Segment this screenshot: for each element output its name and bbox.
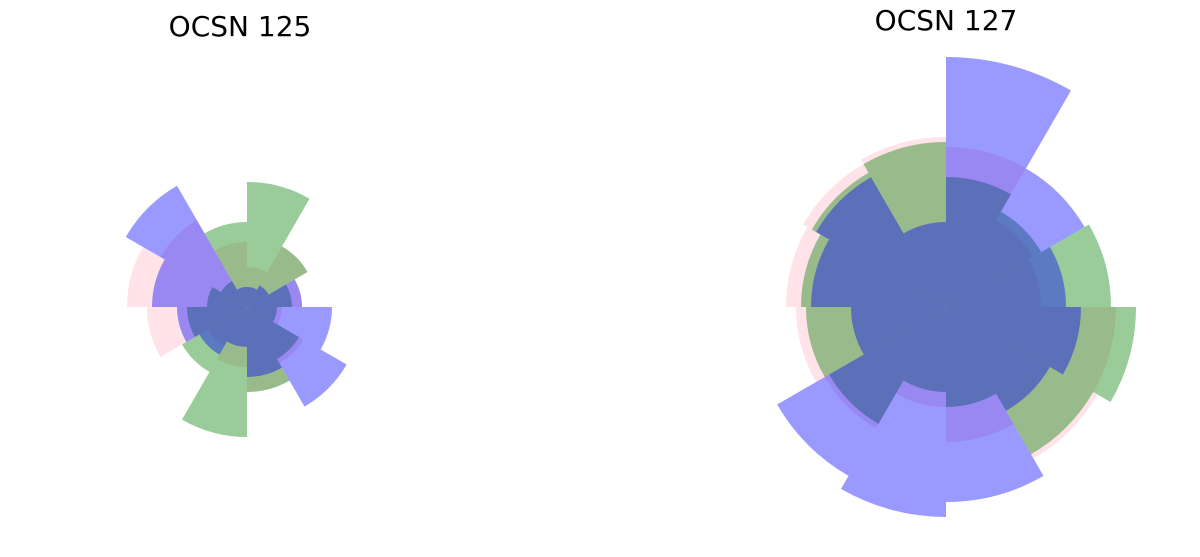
wedge-series-2-sector-11 bbox=[237, 287, 247, 307]
wedge-series-2-sector-9 bbox=[811, 239, 946, 307]
wedge-series-1-sector-10 bbox=[811, 172, 946, 307]
wedge-series-1-sector-4 bbox=[247, 307, 299, 359]
wedge-series-1-sector-1 bbox=[247, 246, 308, 307]
chart-title: OCSN 127 bbox=[875, 4, 1018, 37]
wedge-series-0-sector-8 bbox=[147, 307, 247, 357]
wedge-series-1-sector-3 bbox=[247, 307, 277, 322]
wedge-series-1-sector-2 bbox=[247, 284, 292, 307]
wedge-series-0-sector-11 bbox=[861, 137, 946, 307]
wedge-series-2-sector-4 bbox=[247, 307, 347, 407]
polar-chart-ocsn-127: OCSN 127 bbox=[777, 4, 1136, 517]
wedge-series-1-sector-0 bbox=[247, 182, 310, 307]
chart-title: OCSN 125 bbox=[169, 10, 312, 43]
wedge-series-1-sector-2 bbox=[946, 224, 1111, 307]
wedge-series-0-sector-9 bbox=[786, 227, 946, 307]
wedge-series-2-sector-0 bbox=[946, 57, 1071, 307]
wedge-series-0-sector-5 bbox=[946, 307, 1014, 442]
wedge-series-2-sector-1 bbox=[946, 168, 1085, 307]
wedge-series-2-sector-7 bbox=[199, 307, 247, 355]
wedge-series-2-sector-7 bbox=[777, 307, 946, 476]
wedge-series-0-sector-7 bbox=[208, 307, 247, 346]
wedge-series-2-sector-8 bbox=[177, 307, 247, 342]
polar-chart-ocsn-125: OCSN 125 bbox=[125, 10, 347, 437]
wedge-series-0-sector-10 bbox=[160, 220, 247, 307]
wedge-series-0-sector-10 bbox=[803, 164, 946, 307]
wedge-series-1-sector-8 bbox=[806, 307, 946, 377]
wedge-series-0-sector-6 bbox=[217, 307, 247, 367]
wedge-series-2-sector-4 bbox=[946, 307, 1050, 411]
wedge-series-2-sector-9 bbox=[152, 259, 247, 307]
wedge-series-0-sector-7 bbox=[824, 307, 946, 429]
wedge-series-0-sector-9 bbox=[127, 247, 247, 307]
wedge-series-2-sector-5 bbox=[247, 307, 282, 377]
wedge-series-0-sector-0 bbox=[247, 267, 267, 307]
wedge-series-2-sector-1 bbox=[247, 285, 269, 307]
wedge-series-1-sector-10 bbox=[221, 281, 247, 307]
wedge-series-0-sector-6 bbox=[896, 307, 946, 407]
wedge-series-1-sector-11 bbox=[204, 222, 247, 307]
wedge-series-0-sector-4 bbox=[247, 307, 304, 364]
wedge-series-1-sector-7 bbox=[829, 307, 946, 424]
wedge-series-1-sector-9 bbox=[801, 234, 946, 307]
wedge-series-2-sector-2 bbox=[946, 247, 1066, 307]
wedge-series-1-sector-11 bbox=[863, 142, 946, 307]
wedge-series-0-sector-3 bbox=[946, 307, 1116, 392]
wedge-series-2-sector-6 bbox=[841, 307, 946, 517]
wedge-series-1-sector-0 bbox=[946, 177, 1011, 307]
wedge-series-1-sector-4 bbox=[946, 307, 1094, 455]
wedge-series-1-sector-7 bbox=[182, 307, 247, 372]
wedge-series-2-sector-3 bbox=[247, 307, 332, 350]
wedge-series-1-sector-5 bbox=[946, 307, 996, 407]
wedge-series-2-sector-8 bbox=[851, 307, 946, 355]
wedge-series-0-sector-3 bbox=[247, 307, 282, 325]
wedge-series-0-sector-0 bbox=[946, 147, 1026, 307]
wedge-series-2-sector-11 bbox=[903, 222, 946, 307]
wedge-series-2-sector-6 bbox=[227, 307, 247, 347]
wedge-series-1-sector-6 bbox=[182, 307, 247, 437]
wedge-series-0-sector-8 bbox=[796, 307, 946, 382]
wedge-series-1-sector-3 bbox=[946, 307, 1136, 402]
wedge-series-0-sector-2 bbox=[247, 279, 302, 307]
wedge-series-2-sector-10 bbox=[125, 185, 247, 307]
wedge-series-1-sector-1 bbox=[946, 211, 1042, 307]
wedge-series-0-sector-1 bbox=[247, 246, 308, 307]
wedge-series-0-sector-2 bbox=[946, 259, 1041, 307]
wedge-series-0-sector-1 bbox=[946, 220, 1033, 307]
wedge-series-2-sector-10 bbox=[816, 177, 946, 307]
wedge-series-2-sector-5 bbox=[946, 307, 1044, 502]
wedge-series-1-sector-8 bbox=[187, 307, 247, 337]
wedge-series-2-sector-3 bbox=[946, 307, 1081, 375]
wedge-series-2-sector-0 bbox=[247, 287, 257, 307]
wedge-series-0-sector-11 bbox=[214, 242, 247, 307]
wedge-series-1-sector-6 bbox=[903, 307, 946, 392]
wedge-series-2-sector-2 bbox=[247, 279, 302, 307]
wedge-series-0-sector-5 bbox=[247, 307, 290, 392]
wedge-series-1-sector-5 bbox=[247, 307, 290, 392]
wedge-series-1-sector-9 bbox=[207, 287, 247, 307]
wedge-series-0-sector-4 bbox=[946, 307, 1098, 459]
